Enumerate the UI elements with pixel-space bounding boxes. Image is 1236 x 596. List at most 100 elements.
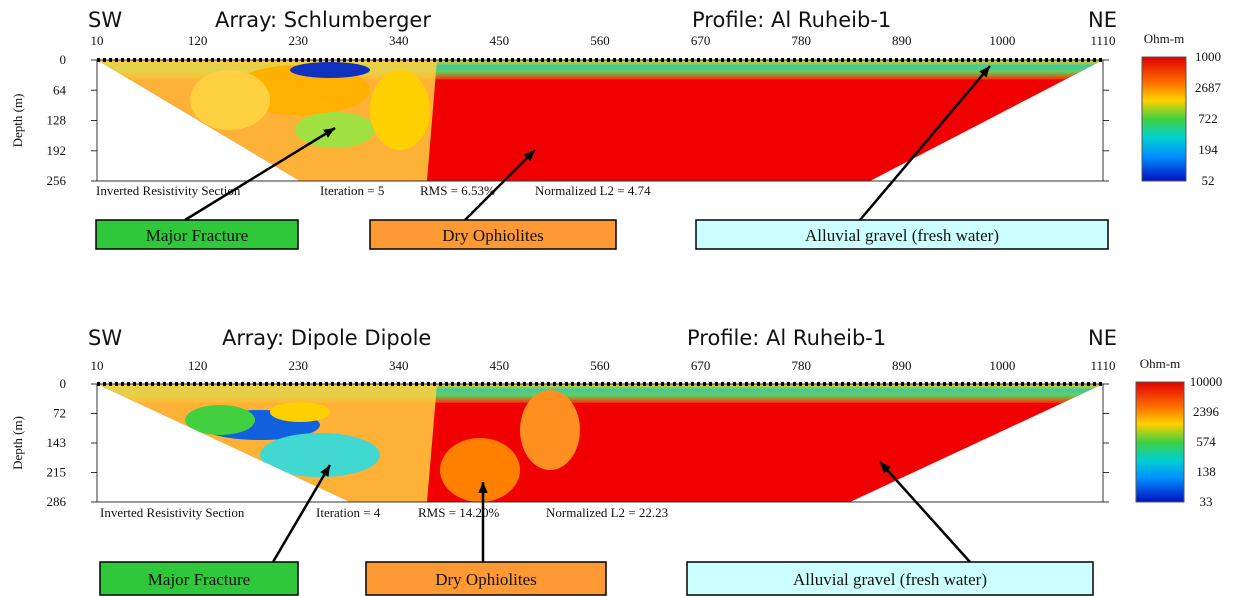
callout-box	[686, 561, 1094, 596]
colorbar-label: 138	[1196, 464, 1216, 479]
colorbar-label: 1000	[1195, 49, 1221, 64]
x-tick-label: 780	[791, 33, 811, 48]
colorbar-label: 574	[1196, 434, 1216, 449]
y-tick-label: 256	[47, 173, 67, 188]
colorbar-label: 194	[1198, 142, 1218, 157]
y-axis-label: Depth (m)	[10, 416, 25, 470]
x-tick-label: 120	[188, 358, 208, 373]
y-axis-label: Depth (m)	[10, 94, 25, 148]
anomaly	[290, 62, 370, 78]
y-tick-label: 72	[53, 406, 66, 421]
caption: Iteration = 5	[320, 183, 384, 198]
array-title: Array: Schlumberger	[215, 8, 431, 32]
x-tick-label: 890	[892, 33, 912, 48]
x-tick-label: 120	[188, 33, 208, 48]
y-tick-label: 64	[53, 82, 67, 97]
x-tick-label: 450	[490, 358, 510, 373]
x-tick-label: 10	[91, 33, 104, 48]
section	[97, 384, 1103, 502]
x-tick-label: 670	[691, 33, 711, 48]
section-left	[97, 384, 437, 502]
arrow	[184, 126, 336, 222]
colorbar-label: 52	[1202, 173, 1215, 188]
colorbar	[1141, 56, 1187, 182]
x-tick-label: 890	[892, 358, 912, 373]
callout-label: Dry Ophiolites	[442, 226, 544, 245]
callout-label: Dry Ophiolites	[435, 570, 537, 589]
sw-label: SW	[88, 326, 122, 350]
x-tick-label: 1000	[989, 358, 1015, 373]
arrow-head	[880, 462, 891, 474]
ne-label: NE	[1088, 8, 1117, 32]
y-tick-label: 192	[47, 143, 67, 158]
anomaly	[185, 405, 255, 435]
anomaly	[440, 438, 520, 502]
arrow-head	[323, 128, 335, 138]
x-tick-label: 450	[490, 33, 510, 48]
anomaly	[270, 402, 330, 422]
anomaly	[190, 70, 270, 130]
y-tick-label: 128	[47, 113, 67, 128]
colorbar	[1135, 381, 1185, 503]
callout-box	[99, 561, 299, 596]
x-tick-label: 230	[288, 358, 308, 373]
panel: SW NE Array: Dipole Dipole Profile: Al Ruhe…	[10, 326, 1223, 596]
callout-label: Alluvial gravel (fresh water)	[793, 570, 987, 589]
x-tick-label: 670	[691, 358, 711, 373]
arrow	[879, 461, 971, 563]
y-tick-label: 0	[60, 376, 67, 391]
x-tick-label: 1110	[1090, 358, 1115, 373]
array-title: Array: Dipole Dipole	[222, 326, 431, 350]
x-tick-label: 560	[590, 358, 610, 373]
x-tick-label: 780	[791, 358, 811, 373]
anomaly	[260, 433, 380, 477]
anomaly	[370, 70, 430, 150]
arrow	[271, 464, 332, 563]
callout-label: Major Fracture	[148, 570, 250, 589]
arrow	[859, 65, 991, 221]
caption: Normalized L2 = 4.74	[535, 183, 651, 198]
caption: Normalized L2 = 22.23	[546, 505, 668, 520]
x-tick-label: 1000	[989, 33, 1015, 48]
callout-box	[369, 219, 617, 250]
x-tick-label: 10	[91, 358, 104, 373]
caption: RMS = 6.53%	[420, 183, 495, 198]
anomaly	[295, 112, 375, 148]
caption: Inverted Resistivity Section	[96, 183, 241, 198]
x-tick-label: 1110	[1090, 33, 1115, 48]
profile-title: Profile: Al Ruheib-1	[687, 326, 886, 350]
section	[97, 60, 1103, 181]
sw-label: SW	[88, 8, 122, 32]
arrow-head	[523, 150, 535, 162]
colorbar-label: 2396	[1193, 404, 1220, 419]
callout-label: Alluvial gravel (fresh water)	[805, 226, 999, 245]
panel: SW NE Array: Schlumberger Profile: Al Ruhei…	[10, 8, 1222, 250]
arrow-head	[979, 66, 990, 78]
callout-label: Major Fracture	[146, 226, 248, 245]
y-tick-label: 0	[60, 52, 67, 67]
arrow	[464, 149, 536, 221]
arrow-head	[478, 482, 488, 494]
y-tick-label: 143	[47, 435, 67, 450]
colorbar-unit: Ohm-m	[1144, 31, 1184, 46]
colorbar-label: 2687	[1195, 80, 1222, 95]
callout-box	[365, 561, 607, 596]
profile-title: Profile: Al Ruheib-1	[692, 8, 891, 32]
y-tick-label: 215	[47, 465, 67, 480]
anomaly	[520, 390, 580, 470]
colorbar-label: 10000	[1190, 374, 1223, 389]
callout-box	[95, 219, 299, 250]
x-tick-label: 230	[288, 33, 308, 48]
arrow-head	[320, 465, 330, 477]
caption: Iteration = 4	[316, 505, 381, 520]
colorbar-label: 33	[1200, 494, 1213, 509]
x-tick-label: 560	[590, 33, 610, 48]
colorbar-unit: Ohm-m	[1140, 356, 1180, 371]
y-tick-label: 286	[47, 494, 67, 509]
x-tick-label: 340	[389, 33, 409, 48]
x-tick-label: 340	[389, 358, 409, 373]
caption: RMS = 14.20%	[418, 505, 500, 520]
caption: Inverted Resistivity Section	[100, 505, 245, 520]
